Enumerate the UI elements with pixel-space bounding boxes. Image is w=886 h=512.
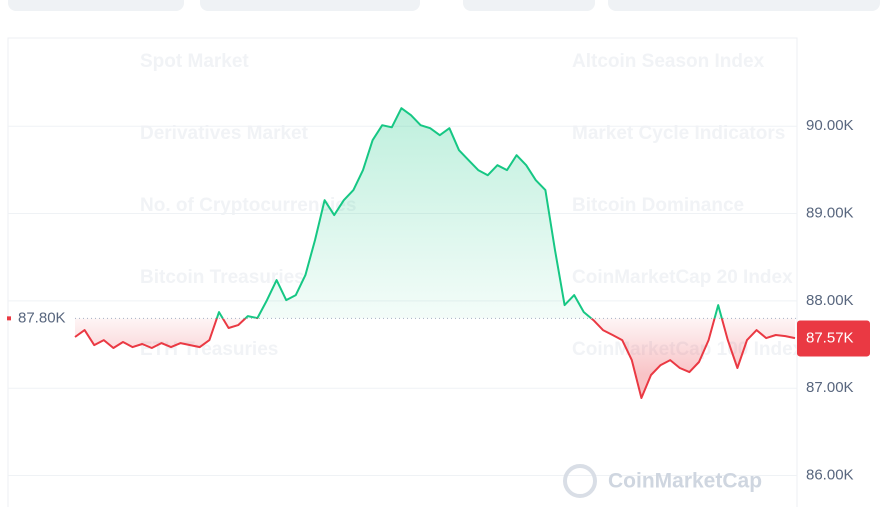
y-tick-label: 89.00K xyxy=(806,205,854,222)
overlay: 86.00K 87.00K 88.00K 89.00K 90.00K 87.80K 87.5… xyxy=(7,117,870,498)
menu-item: Bitcoin Treasuries xyxy=(140,267,305,288)
tab[interactable] xyxy=(608,0,880,11)
menu-item: Derivatives Market xyxy=(140,123,309,144)
tab[interactable] xyxy=(463,0,595,11)
y-tick-label: 90.00K xyxy=(806,117,854,134)
watermark-logo xyxy=(563,464,597,498)
y-tick-label: 87.00K xyxy=(806,379,854,396)
menu-item: Altcoin Season Index xyxy=(572,51,765,72)
menu-item: Spot Market xyxy=(140,51,249,72)
menu-item: Market Cycle Indicators xyxy=(572,123,785,144)
price-line xyxy=(74,107,796,399)
chart-frame xyxy=(7,37,798,512)
tab[interactable] xyxy=(200,0,420,11)
plot xyxy=(8,107,797,477)
baseline-label: 87.80K xyxy=(18,309,66,326)
menu-item: CoinMarketCap 20 Index xyxy=(572,267,793,288)
watermark: CoinMarketCap xyxy=(608,470,762,493)
menu-item: Bitcoin Dominance xyxy=(572,195,744,216)
menu-item: No. of Cryptocurrencies xyxy=(140,195,356,216)
tab[interactable] xyxy=(8,0,184,11)
last-price-badge xyxy=(797,320,870,357)
last-price-label: 87.57K xyxy=(806,329,854,346)
area-fill xyxy=(75,108,795,398)
y-tick-label: 86.00K xyxy=(806,467,854,484)
y-tick-label: 88.00K xyxy=(806,292,854,309)
baseline-marker xyxy=(7,316,11,321)
